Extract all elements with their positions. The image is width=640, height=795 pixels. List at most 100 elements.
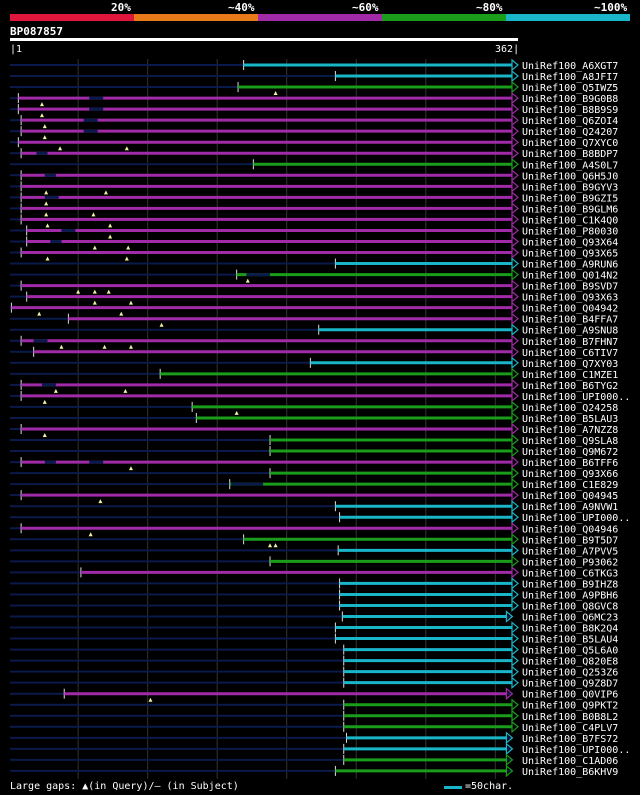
hit-label[interactable]: UniRef100_Q93X65 <box>522 249 618 260</box>
hit-label[interactable]: UniRef100_UPI000.. <box>522 513 630 524</box>
query-gap-marker <box>42 135 47 140</box>
query-gap-marker <box>42 399 47 404</box>
hit-label[interactable]: UniRef100_B0B8L2 <box>522 712 618 723</box>
hit-label[interactable]: UniRef100_C1E829 <box>522 480 618 491</box>
hit-label[interactable]: UniRef100_B9IHZ8 <box>522 579 618 590</box>
hit-label[interactable]: UniRef100_Q6ZOI4 <box>522 116 618 127</box>
hit-label[interactable]: UniRef100_Q014N2 <box>522 271 618 282</box>
hit-label[interactable]: UniRef100_Q93X63 <box>522 293 618 304</box>
query-gap-marker <box>128 344 133 349</box>
hit-label[interactable]: UniRef100_B5LAU4 <box>522 635 618 646</box>
hit-label[interactable]: UniRef100_B7FS72 <box>522 734 618 745</box>
hit-label[interactable]: UniRef100_A8JFI7 <box>522 72 618 83</box>
query-id: BP087857 <box>10 25 63 38</box>
hit-label[interactable]: UniRef100_Q04945 <box>522 491 618 502</box>
hit-label[interactable]: UniRef100_C1MZE1 <box>522 370 618 381</box>
hit-label[interactable]: UniRef100_A7PVV5 <box>522 546 618 557</box>
hit-arrow-icon <box>511 400 519 414</box>
hit-arrow-icon <box>511 312 519 325</box>
hit-label[interactable]: UniRef100_A6XGT7 <box>522 61 618 72</box>
hit-label[interactable]: UniRef100_B9GYV3 <box>522 182 618 193</box>
query-gap-marker <box>126 245 131 250</box>
query-gap-marker <box>92 289 97 294</box>
hit-label[interactable]: UniRef100_Q253Z6 <box>522 668 618 679</box>
hit-label[interactable]: UniRef100_B9GZI5 <box>522 193 618 204</box>
hit-label[interactable]: UniRef100_B5LAU3 <box>522 414 618 425</box>
hit-arrow-icon <box>511 411 519 425</box>
hit-label[interactable]: UniRef100_B6KHV9 <box>522 767 618 778</box>
hit-label[interactable]: UniRef100_UPI000.. <box>522 392 630 403</box>
hit-label[interactable]: UniRef100_A9NVW1 <box>522 502 618 513</box>
hit-arrow-icon <box>511 135 519 149</box>
hit-label[interactable]: UniRef100_Q04942 <box>522 304 618 315</box>
legend-segment-cyan <box>506 14 630 21</box>
hit-label[interactable]: UniRef100_Q93X66 <box>522 469 618 480</box>
hit-arrow-icon <box>511 488 519 502</box>
hit-label[interactable]: UniRef100_B9GLM6 <box>522 204 618 215</box>
hit-label[interactable]: UniRef100_B8K2Q4 <box>522 624 618 635</box>
hit-label[interactable]: UniRef100_UPI000.. <box>522 745 630 756</box>
hit-arrow-icon <box>511 69 519 83</box>
hit-label[interactable]: UniRef100_A9PBH6 <box>522 590 618 601</box>
hit-arrow-icon <box>511 58 519 72</box>
hit-label[interactable]: UniRef100_B9SVD7 <box>522 282 618 293</box>
hit-label[interactable]: UniRef100_Q04946 <box>522 524 618 535</box>
hit-label[interactable]: UniRef100_Q5IWZ5 <box>522 83 618 94</box>
hit-arrow-icon <box>511 466 519 480</box>
hit-label[interactable]: UniRef100_Q7XYC0 <box>522 138 618 149</box>
hit-label[interactable]: UniRef100_Q9M672 <box>522 447 618 458</box>
hit-arrow-icon <box>511 367 519 381</box>
hit-arrow-icon <box>511 643 519 656</box>
hit-label[interactable]: UniRef100_Q9PKT2 <box>522 701 618 712</box>
query-gap-marker <box>234 410 239 415</box>
hit-label[interactable]: UniRef100_A7NZZ8 <box>522 425 618 436</box>
query-gap-marker <box>92 245 97 250</box>
hit-label[interactable]: UniRef100_Q93X64 <box>522 237 618 248</box>
hit-label[interactable]: UniRef100_C6TIV7 <box>522 348 618 359</box>
hit-label[interactable]: UniRef100_P93062 <box>522 557 618 568</box>
hit-arrow-icon <box>511 279 519 292</box>
query-gap-marker <box>124 146 129 151</box>
hit-label[interactable]: UniRef100_Q8GVC8 <box>522 601 618 612</box>
hit-label[interactable]: UniRef100_B8B9S9 <box>522 105 618 116</box>
hit-label[interactable]: UniRef100_Q9SLA8 <box>522 436 618 447</box>
query-gap-marker <box>119 311 124 316</box>
hit-label[interactable]: UniRef100_P80030 <box>522 226 618 237</box>
legend-segment-green <box>382 14 506 21</box>
hit-label[interactable]: UniRef100_Q7XY03 <box>522 359 618 370</box>
hit-label[interactable]: UniRef100_Q6MC23 <box>522 613 618 624</box>
hit-label[interactable]: UniRef100_Q9Z8D7 <box>522 679 618 690</box>
hit-label[interactable]: UniRef100_Q820E8 <box>522 657 618 668</box>
hit-arrow-icon <box>511 555 519 568</box>
hit-label[interactable]: UniRef100_B9G0B8 <box>522 94 618 105</box>
query-gap-marker <box>92 300 97 305</box>
query-gap-marker <box>268 543 273 548</box>
hit-arrow-icon <box>505 731 514 745</box>
hit-arrow-icon <box>511 191 519 204</box>
query-gap-marker <box>98 499 103 504</box>
hit-label[interactable]: UniRef100_C1K4Q0 <box>522 215 618 226</box>
hit-label[interactable]: UniRef100_Q6H5J0 <box>522 171 618 182</box>
hit-label[interactable]: UniRef100_B7FHN7 <box>522 337 618 348</box>
hit-label[interactable]: UniRef100_B6TFF6 <box>522 458 618 469</box>
hit-label[interactable]: UniRef100_Q24258 <box>522 403 618 414</box>
hit-label[interactable]: UniRef100_A9RUN6 <box>522 260 618 271</box>
hit-label[interactable]: UniRef100_B6TYG2 <box>522 381 618 392</box>
hit-label[interactable]: UniRef100_B8BDP7 <box>522 149 618 160</box>
query-gap-marker <box>53 388 58 393</box>
hit-label[interactable]: UniRef100_A4S0L7 <box>522 160 618 171</box>
hit-label[interactable]: UniRef100_C4PLV7 <box>522 723 618 734</box>
query-gap-marker <box>44 212 49 217</box>
hit-arrow-icon <box>511 477 519 491</box>
hit-label[interactable]: UniRef100_C6TKG3 <box>522 568 618 579</box>
hit-label[interactable]: UniRef100_C1AD06 <box>522 756 618 767</box>
hit-label[interactable]: UniRef100_B4FFA7 <box>522 315 618 326</box>
query-gap-marker <box>102 344 107 349</box>
hit-label[interactable]: UniRef100_B9T5D7 <box>522 535 618 546</box>
hit-label[interactable]: UniRef100_A9SNU8 <box>522 326 618 337</box>
hit-label[interactable]: UniRef100_Q24207 <box>522 127 618 138</box>
hit-label[interactable]: UniRef100_Q5L6A0 <box>522 646 618 657</box>
hit-arrow-icon <box>511 235 519 248</box>
hit-arrow-icon <box>511 290 519 303</box>
hit-label[interactable]: UniRef100_Q0VIP6 <box>522 690 618 701</box>
